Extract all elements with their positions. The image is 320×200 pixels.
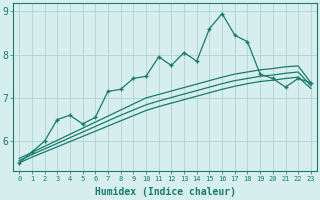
X-axis label: Humidex (Indice chaleur): Humidex (Indice chaleur) xyxy=(94,187,236,197)
